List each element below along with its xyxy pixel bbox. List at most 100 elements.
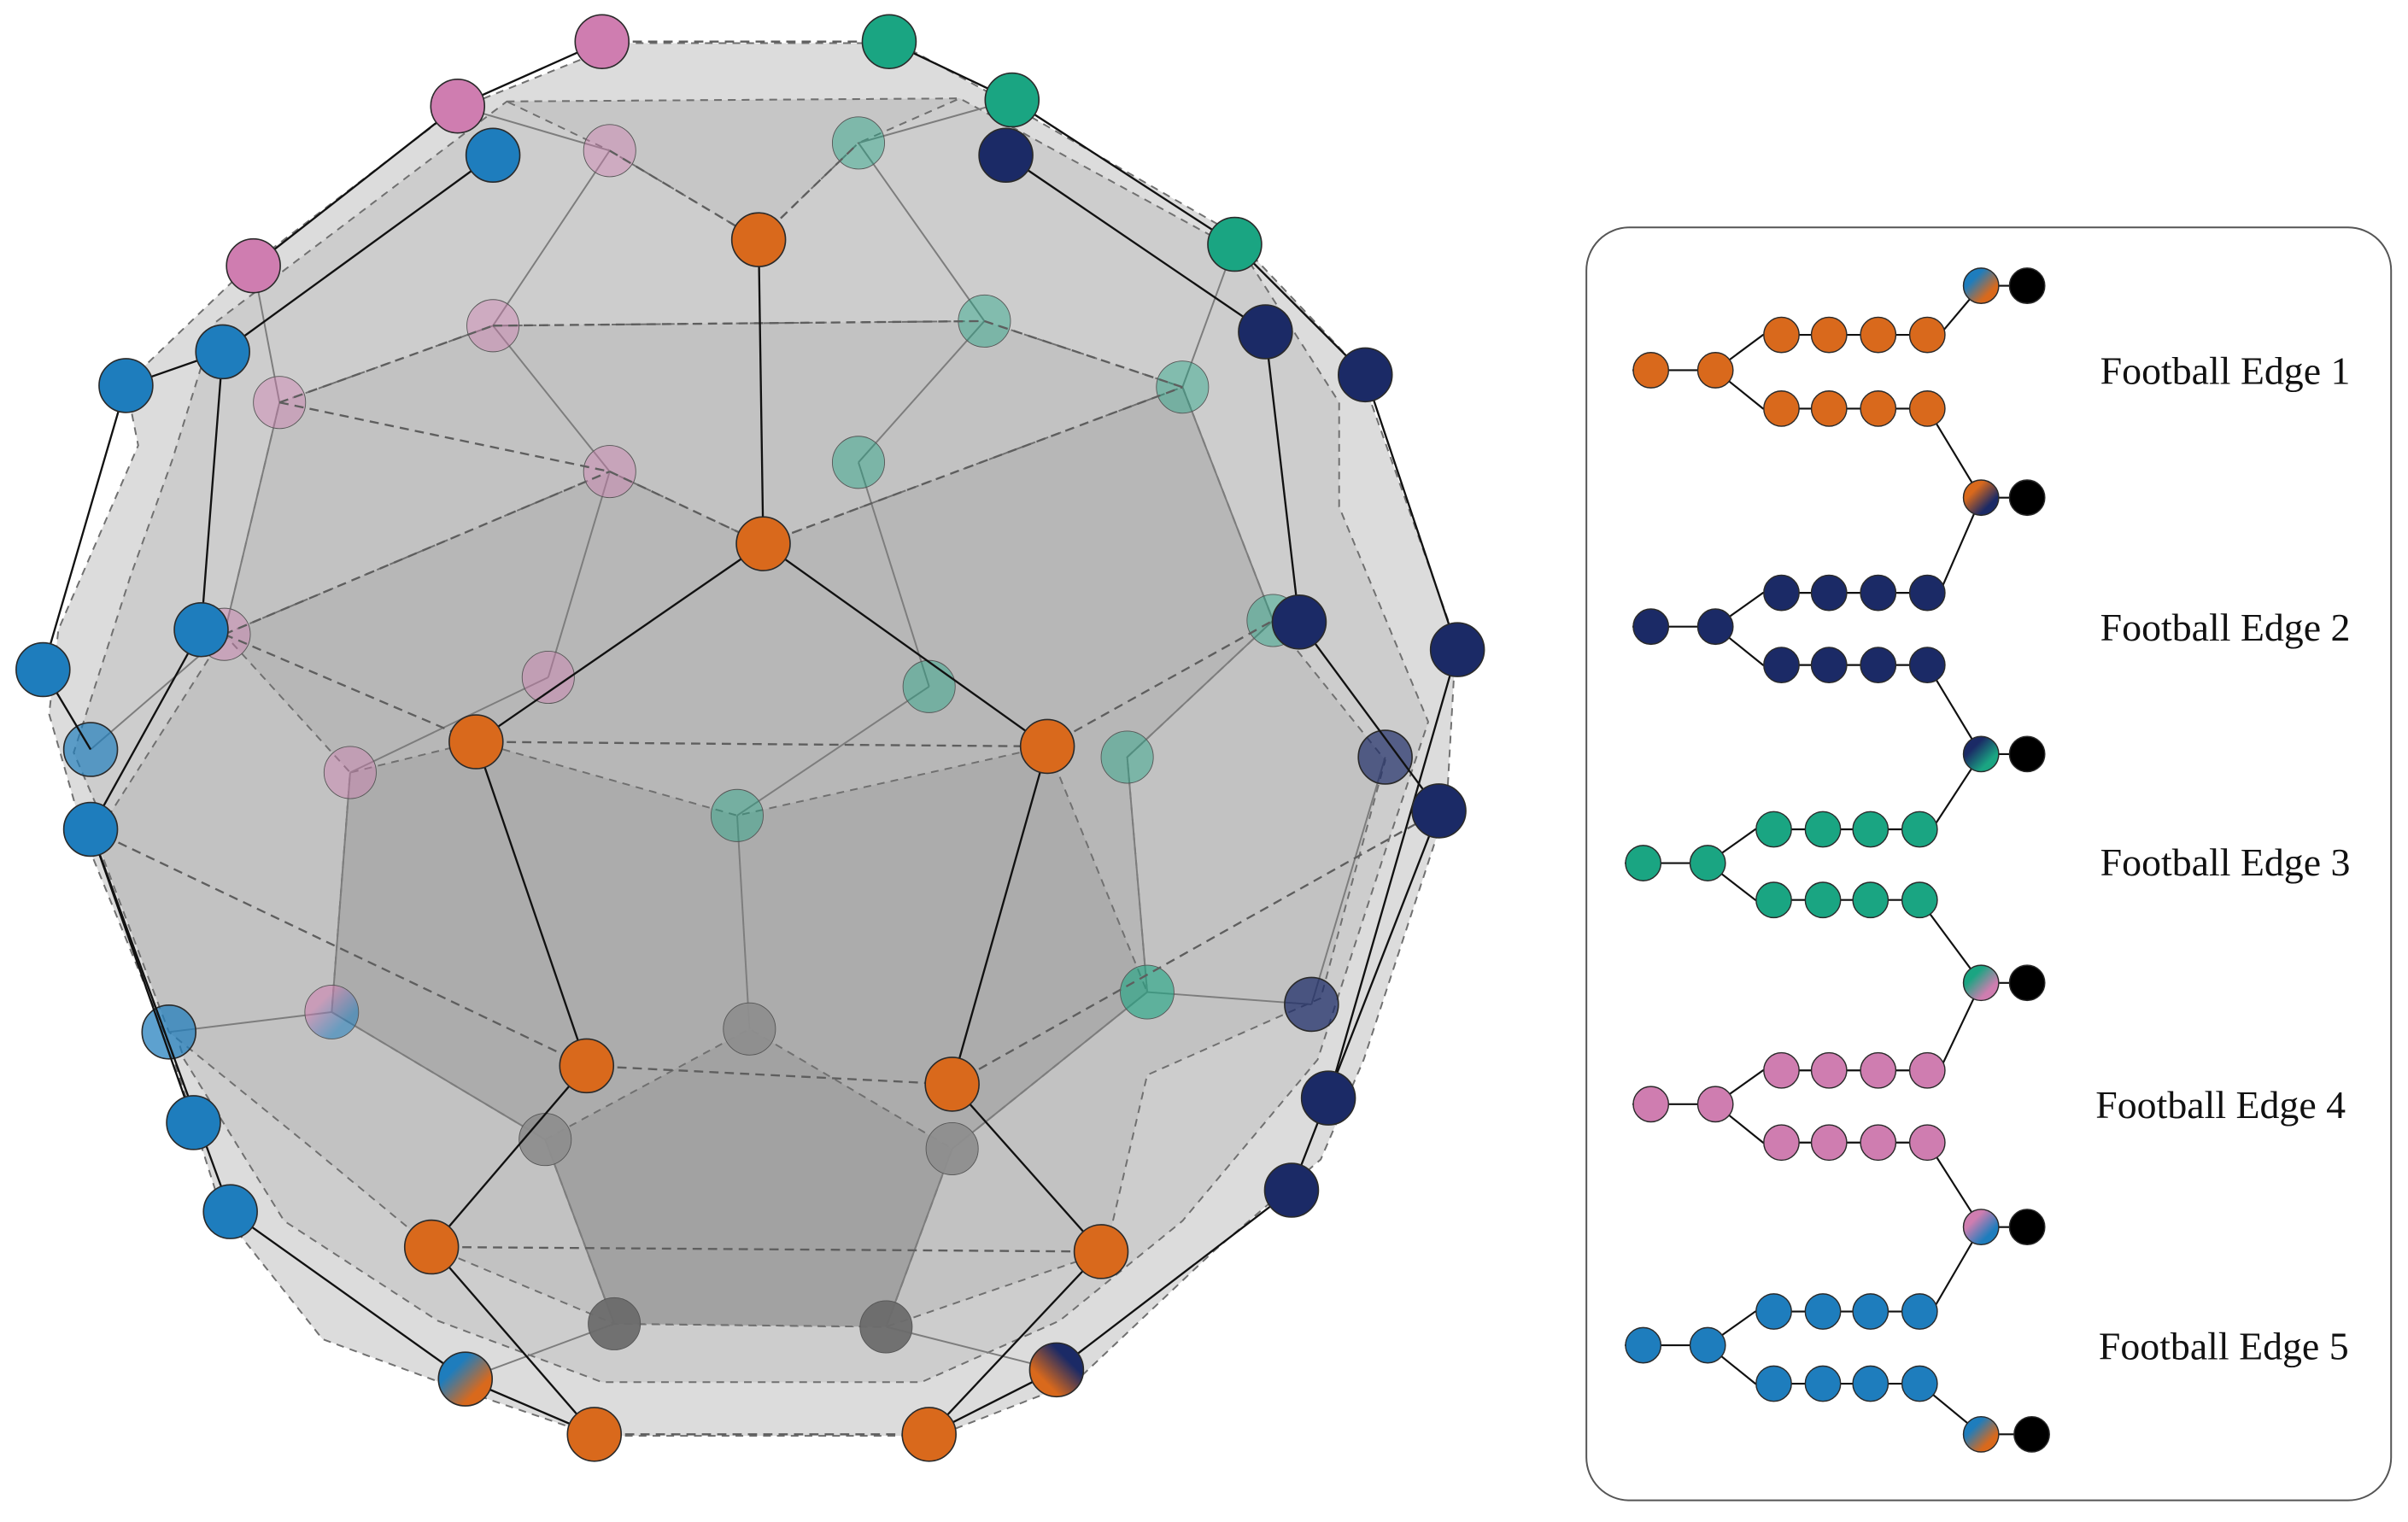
vertex-navy <box>1271 594 1327 650</box>
legend-node-edge2-chain <box>1763 574 1800 612</box>
legend-terminal-node <box>2008 964 2046 1002</box>
back-edge <box>547 471 611 678</box>
polyhedron-face <box>544 1027 953 1328</box>
legend-node-edge5-root <box>1689 1326 1726 1364</box>
vertex-pink <box>226 237 281 294</box>
vertex-orange <box>559 1038 615 1094</box>
polyhedron-faces <box>48 42 1457 1437</box>
vertex-orange <box>901 1407 957 1462</box>
vertex-navy-partial <box>1284 976 1339 1033</box>
back-edge <box>492 325 611 472</box>
legend-node-edge3-chain <box>1852 811 1889 848</box>
legend-node-edge5-chain <box>1852 1293 1889 1330</box>
polyhedron-face-edges <box>90 40 1440 1436</box>
legend-node-edge1-chain <box>1810 316 1848 354</box>
front-edge <box>951 746 1049 1085</box>
legend-terminal-node <box>2008 267 2046 304</box>
front-edge <box>200 351 224 630</box>
back-edge <box>349 676 549 774</box>
legend-node-edge2-chain <box>1810 574 1848 612</box>
legend-node-edge2-chain <box>1810 647 1848 684</box>
legend-terminal-node <box>2013 1415 2050 1453</box>
front-edge <box>90 629 202 830</box>
face-edge <box>609 471 765 545</box>
back-edge <box>886 1326 1058 1371</box>
legend-node-edge1-chain <box>1763 390 1800 427</box>
vertex-blue <box>202 1184 258 1239</box>
legend-node-edge2-root <box>1632 608 1670 646</box>
back-edge <box>492 149 611 326</box>
legend-edge <box>1714 497 1983 628</box>
back-edge <box>1181 386 1274 621</box>
legend-edge <box>1707 753 1983 864</box>
vertex-green-partial <box>1120 964 1175 1020</box>
legend-node-edge1-root <box>1632 352 1670 389</box>
vertex-green <box>984 72 1040 128</box>
legend-tree-nodes <box>1625 267 2050 1453</box>
front-edge <box>1290 811 1440 1191</box>
legend-node-edge1-chain <box>1860 390 1897 427</box>
back-edge <box>1126 757 1148 992</box>
legend-node-edge2-chain <box>1860 647 1897 684</box>
vertex-blue-orange <box>437 1351 494 1407</box>
vertex-blue-partial <box>141 1004 197 1060</box>
front-edge <box>762 542 1048 747</box>
face-edge <box>493 319 985 327</box>
legend-node-edge1-chain <box>1810 390 1848 427</box>
legend-node-edge3-chain <box>1901 811 1938 848</box>
front-edge <box>221 154 494 353</box>
legend-junction-node <box>1962 479 2000 517</box>
front-edge <box>1005 154 1267 333</box>
back-edge <box>952 991 1148 1150</box>
front-edge <box>431 1246 595 1436</box>
legend-node-edge5-root <box>1625 1326 1662 1364</box>
back-edge <box>858 462 930 688</box>
legend-node-edge5-chain <box>1804 1293 1842 1330</box>
legend-junction-node <box>1962 267 2000 304</box>
front-edge <box>1264 331 1301 623</box>
back-edge <box>223 401 281 635</box>
back-edge <box>736 685 930 817</box>
vertex-blue <box>166 1095 221 1150</box>
legend-node-edge4-chain <box>1908 1051 1946 1089</box>
legend-edge <box>1707 1226 1983 1346</box>
front-edge <box>252 105 459 267</box>
vertex-green <box>861 14 917 69</box>
vertex-navy-partial <box>1357 729 1413 785</box>
front-edge <box>1056 1189 1292 1371</box>
legend-terminal-node <box>2008 735 2046 773</box>
legend-node-edge3-chain <box>1804 881 1842 919</box>
vertex-gray-hidden <box>723 1002 776 1056</box>
back-edge <box>1126 619 1274 758</box>
legend-node-edge4-root <box>1696 1086 1734 1123</box>
legend-label-football-edge-1: Football Edge 1 <box>2100 349 2351 393</box>
legend-edge <box>1714 982 1983 1105</box>
legend-terminal-node <box>2008 1209 2046 1246</box>
vertex-blue <box>15 641 71 698</box>
vertex-blue <box>173 602 229 658</box>
vertex-green-hidden <box>1100 730 1154 784</box>
vertex-gray-hidden <box>519 1113 572 1167</box>
legend-edge <box>1714 284 1983 372</box>
vertex-orange <box>566 1407 623 1462</box>
legend-label-football-edge-3: Football Edge 3 <box>2100 840 2351 884</box>
legend-node-edge5-chain <box>1901 1293 1938 1330</box>
vertex-orange <box>1019 718 1075 775</box>
back-edge <box>1310 757 1386 1005</box>
vertex-navy <box>1300 1070 1356 1126</box>
vertex-pink <box>574 14 630 69</box>
vertex-navy <box>1238 304 1293 360</box>
legend-node-edge2-chain <box>1763 647 1800 684</box>
vertex-gray-hidden <box>925 1121 979 1175</box>
legend-node-edge3-chain <box>1804 811 1842 848</box>
vertex-gray-hidden <box>588 1297 642 1350</box>
legend-node-edge1-chain <box>1908 316 1946 354</box>
front-edge <box>89 828 231 1213</box>
face-edge <box>984 319 1183 389</box>
front-edge <box>1011 99 1236 246</box>
legend-node-edge2-chain <box>1908 574 1946 612</box>
legend-node-edge5-chain <box>1901 1365 1938 1402</box>
vertex-green-hidden <box>902 659 956 713</box>
face-edge <box>278 401 610 473</box>
legend-label-football-edge-5: Football Edge 5 <box>2099 1324 2349 1367</box>
